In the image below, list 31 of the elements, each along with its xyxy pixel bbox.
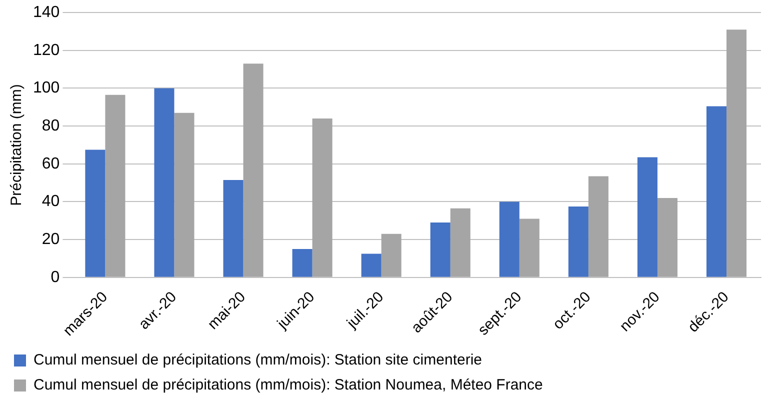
bar (174, 112, 194, 277)
bar (637, 157, 658, 277)
bar (430, 222, 450, 277)
bar (154, 88, 174, 277)
y-tick-label: 0 (50, 268, 60, 286)
y-tick-label: 60 (42, 155, 60, 172)
bar (499, 202, 520, 277)
y-axis-title: Précipitation (mm) (8, 84, 26, 206)
bar (657, 198, 678, 277)
bar (726, 30, 747, 277)
bar (312, 118, 332, 277)
bar (588, 176, 608, 277)
y-tick-label: 140 (32, 4, 60, 22)
bar (292, 249, 312, 277)
legend-label: Cumul mensuel de précipitations (mm/mois): Station site cimenterie (34, 352, 482, 369)
bar (223, 180, 244, 277)
y-tick-label: 100 (32, 80, 60, 97)
bar (450, 208, 470, 277)
bar (361, 254, 382, 277)
y-tick-label: 80 (42, 117, 60, 134)
bar (85, 150, 106, 277)
bar (706, 106, 726, 277)
bar (381, 234, 402, 277)
y-tick-label: 20 (42, 230, 60, 248)
y-tick-label: 120 (32, 42, 60, 59)
y-tick-label: 40 (42, 193, 60, 210)
bar (519, 218, 540, 277)
bar (568, 206, 588, 277)
legend-label: Cumul mensuel de précipitations (mm/mois): Station Noumea, Méteo France (34, 376, 543, 394)
bar (243, 64, 264, 277)
bar (105, 94, 126, 277)
